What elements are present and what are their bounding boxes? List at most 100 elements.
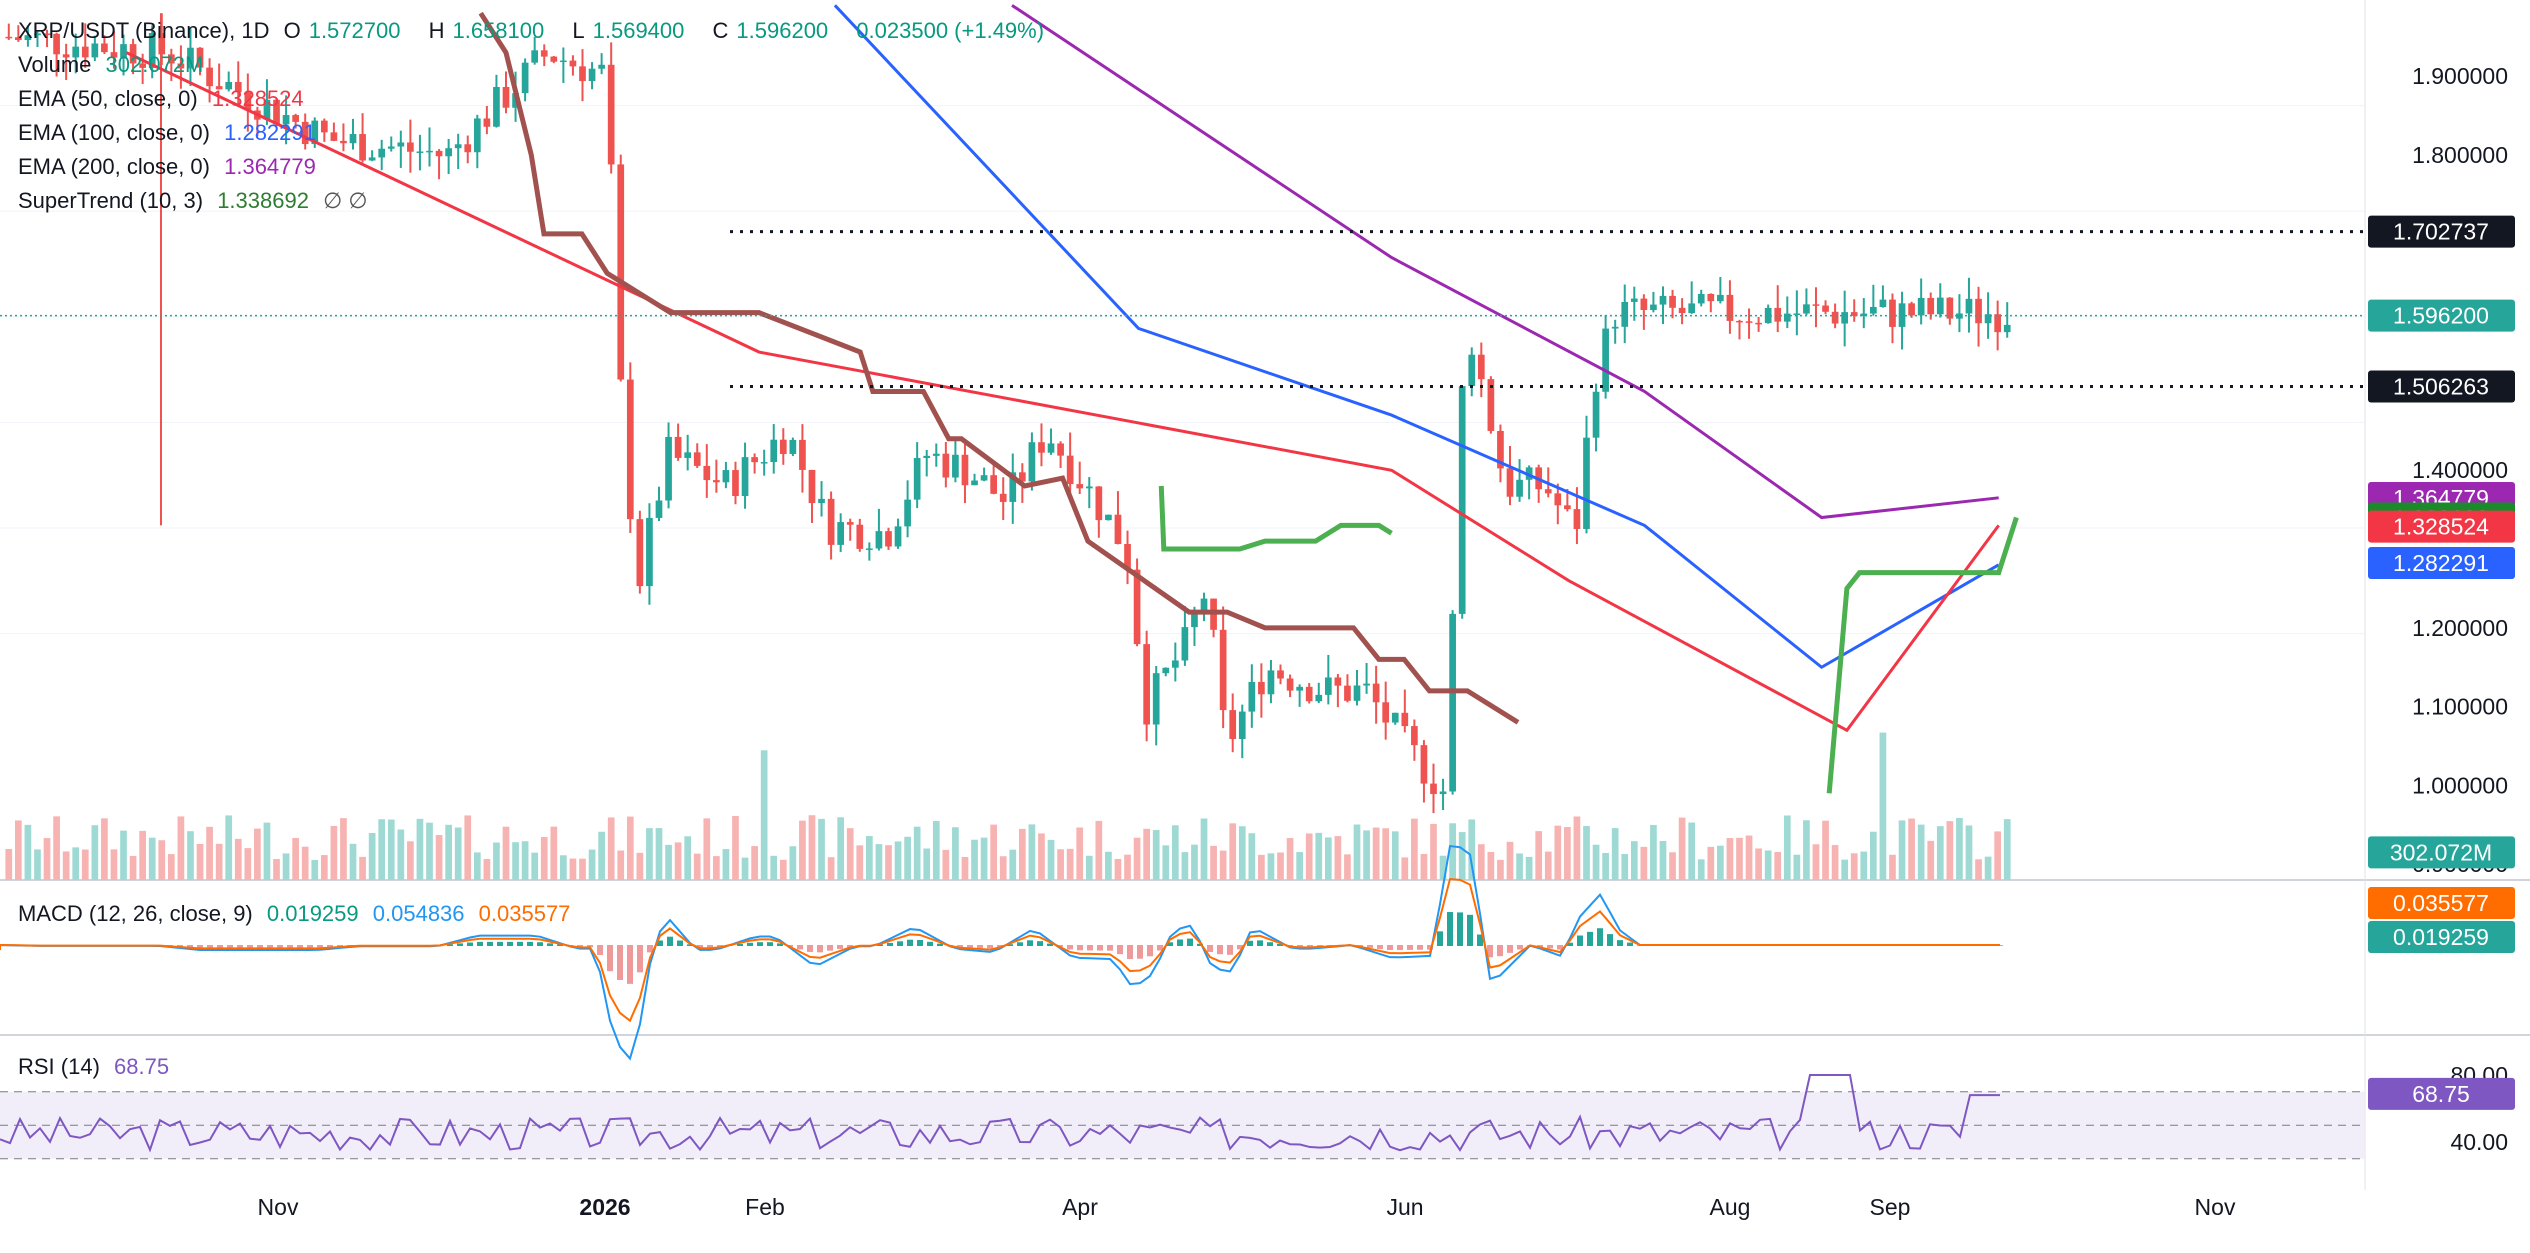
supertrend-down-line <box>478 11 1520 725</box>
macd-histogram-bar <box>697 945 703 948</box>
high-label: H <box>428 18 445 43</box>
candle-body <box>1085 486 1093 489</box>
rsi-tick-label: 40.00 <box>2450 1129 2508 1155</box>
legend-ema100[interactable]: EMA (100, close, 0) 1.282291 <box>18 116 1052 150</box>
volume-bar <box>741 857 749 880</box>
candle-body <box>894 526 902 547</box>
macd-histogram-bar <box>487 941 493 946</box>
macd-histogram-bar <box>1407 945 1413 950</box>
candle-body <box>1430 783 1437 795</box>
rsi-label: RSI (14) <box>18 1054 100 1079</box>
volume-bar <box>674 842 682 880</box>
macd-histogram-bar <box>1387 945 1393 951</box>
candle-body <box>416 151 424 153</box>
macd-histogram-bar <box>597 945 603 955</box>
candle-body <box>1305 686 1313 702</box>
volume-bar <box>1430 823 1437 880</box>
macd-histogram-bar <box>687 944 693 946</box>
candle-body <box>1344 685 1351 701</box>
candle-body <box>1229 710 1237 740</box>
macd-line-value: 0.054836 <box>372 901 465 926</box>
candle-body <box>779 439 787 454</box>
candle-body <box>72 46 80 58</box>
candle-body <box>1678 307 1686 314</box>
volume-bar <box>952 827 959 880</box>
volume-bar <box>856 845 864 880</box>
volume-bar <box>129 855 137 880</box>
macd-histogram-bar <box>1257 940 1263 946</box>
macd-histogram-bar <box>1417 945 1423 950</box>
volume-bar <box>1898 820 1906 880</box>
candle-body <box>1850 312 1858 316</box>
candle-body <box>999 493 1007 502</box>
macd-histogram-bar <box>847 945 853 948</box>
candle-body <box>407 142 414 152</box>
macd-histogram-bar <box>677 940 683 946</box>
candle-body <box>1296 686 1303 691</box>
legend-ema50[interactable]: EMA (50, close, 0) 1.328524 <box>18 82 1052 116</box>
candle-body <box>1382 702 1390 723</box>
volume-bar <box>636 852 644 880</box>
volume-bar <box>1038 833 1045 880</box>
macd-histogram-bar <box>967 945 973 948</box>
candle-body <box>952 454 959 478</box>
candle-body <box>1487 379 1495 431</box>
macd-legend[interactable]: MACD (12, 26, close, 9) 0.019259 0.05483… <box>18 897 578 931</box>
volume-bar <box>1535 831 1543 880</box>
candle-body <box>636 519 644 587</box>
volume-bar <box>703 818 711 880</box>
volume-bar <box>1114 858 1122 880</box>
volume-bar <box>502 826 510 880</box>
legend-volume[interactable]: Volume 302.072M <box>18 48 1052 82</box>
volume-bar <box>349 843 357 880</box>
volume-bar <box>1984 856 1992 880</box>
volume-bar <box>1908 818 1915 880</box>
ema100-label: EMA (100, close, 0) <box>18 120 210 145</box>
candle-body <box>1018 472 1026 482</box>
legend-ema200[interactable]: EMA (200, close, 0) 1.364779 <box>18 150 1052 184</box>
volume-bar <box>110 849 118 880</box>
candle-body <box>598 64 605 69</box>
candle-body <box>1583 437 1590 529</box>
candle-body <box>818 498 825 504</box>
candle-body <box>24 35 32 41</box>
volume-bar <box>770 855 778 880</box>
macd-histogram-bar <box>517 941 523 946</box>
candle-body <box>913 457 921 500</box>
volume-bar <box>14 820 22 880</box>
volume-bar <box>913 826 921 880</box>
volume-bar <box>483 859 491 880</box>
macd-histogram-bar <box>197 945 203 948</box>
macd-histogram-bar <box>1367 945 1373 948</box>
rsi-legend[interactable]: RSI (14) 68.75 <box>18 1050 177 1084</box>
legend-symbol[interactable]: XRP/USDT (Binance), 1D <box>18 18 270 43</box>
volume-bar <box>1162 845 1170 880</box>
candle-body <box>684 452 692 458</box>
volume-bar <box>368 832 376 880</box>
candle-body <box>980 475 988 481</box>
candle-body <box>971 480 978 486</box>
volume-bar <box>923 848 931 880</box>
change-value: 0.023500 (+1.49%) <box>856 18 1045 43</box>
volume-bar <box>407 841 414 880</box>
candle-body <box>1181 627 1189 661</box>
candle-body <box>1707 293 1715 302</box>
legend-supertrend[interactable]: SuperTrend (10, 3) 1.338692 ∅ ∅ <box>18 184 1052 218</box>
candle-body <box>674 436 682 458</box>
macd-histogram-bar <box>1447 912 1453 946</box>
candle-body <box>1458 386 1466 614</box>
volume-bar <box>1439 855 1447 880</box>
volume-bar <box>91 825 99 880</box>
macd-histogram-bar <box>1487 945 1493 958</box>
candle-body <box>1870 306 1877 314</box>
candle-body <box>531 50 539 63</box>
volume-bar <box>1057 849 1064 880</box>
volume-bar <box>378 819 386 880</box>
volume-bar <box>101 818 108 880</box>
macd-histogram-bar <box>957 945 963 948</box>
macd-histogram-bar <box>1497 945 1503 957</box>
macd-histogram-bar <box>917 939 923 946</box>
candle-body <box>1171 660 1179 668</box>
candle-body <box>483 118 491 127</box>
